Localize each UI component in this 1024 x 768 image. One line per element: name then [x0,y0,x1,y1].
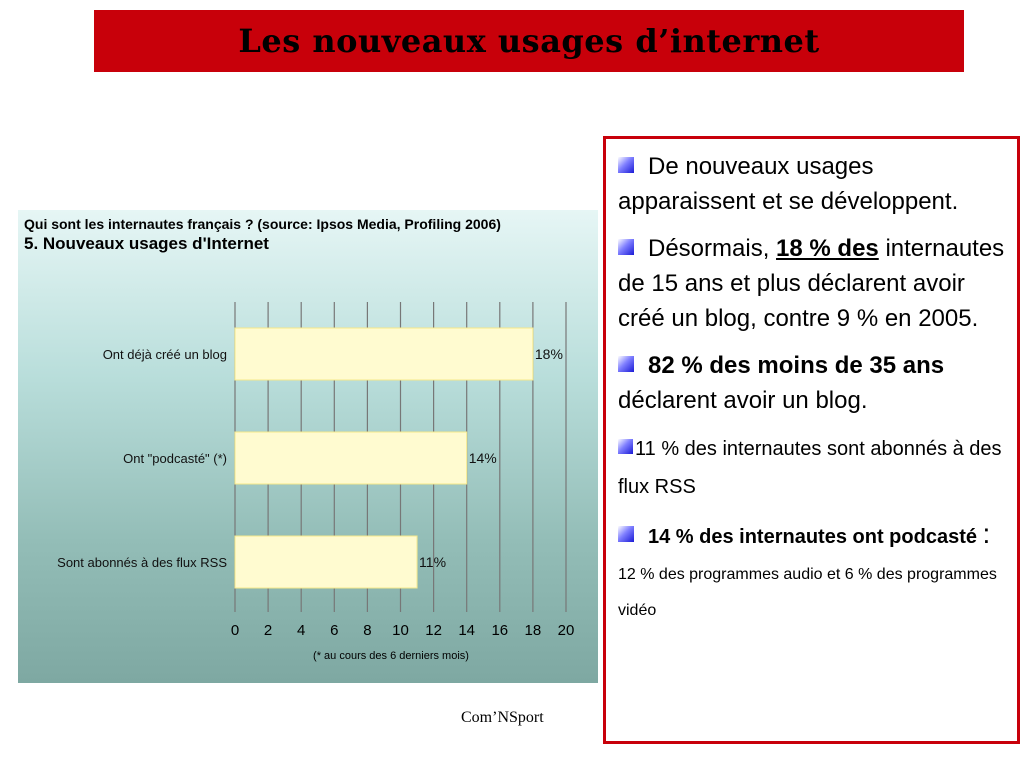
credit-text: Com’NSport [461,709,544,726]
square-bullet-icon [618,356,634,372]
bar-value-label: 11% [419,554,446,570]
chart-subtitle: 5. Nouveaux usages d'Internet [24,234,269,253]
bar [234,535,418,589]
x-tick-label: 0 [231,622,239,639]
category-label: Ont "podcasté" (*) [123,451,227,466]
x-tick-label: 20 [558,622,575,639]
bar [234,431,468,485]
x-tick-label: 4 [297,622,305,639]
bar-chart-panel: Qui sont les internautes français ? (sou… [18,210,598,683]
bar-chart: Qui sont les internautes français ? (sou… [24,216,575,662]
square-bullet-icon [618,239,634,255]
bullet-item-1: De nouveaux usages apparaissent et se dé… [618,153,959,215]
x-tick-label: 18 [525,622,542,639]
chart-footnote: (* au cours des 6 derniers mois) [313,650,469,662]
bullet-item-4: 11 % des internautes sont abonnés à des … [618,438,1002,498]
bar-value-label: 14% [469,450,497,466]
bar [234,327,534,381]
x-tick-label: 14 [458,622,475,639]
bullet-item-5: 14 % des internautes ont podcasté : 12 %… [618,518,997,619]
x-tick-label: 2 [264,622,272,639]
x-tick-label: 8 [363,622,371,639]
title-banner: Les nouveaux usages d’internet [94,10,964,72]
slide-title: Les nouveaux usages d’internet [238,22,820,60]
chart-title: Qui sont les internautes français ? (sou… [24,216,501,232]
chart-x-ticks: 0 2 4 6 8 10 12 14 16 18 20 [231,622,575,639]
category-label: Sont abonnés à des flux RSS [57,555,227,570]
bullet-text-box: De nouveaux usages apparaissent et se dé… [603,136,1020,744]
x-tick-label: 6 [330,622,338,639]
category-label: Ont déjà créé un blog [103,347,227,362]
square-bullet-icon [618,526,634,542]
bar-value-label: 18% [535,346,563,362]
x-tick-label: 10 [392,622,409,639]
square-bullet-icon [618,157,634,173]
bullet-item-2: Désormais, 18 % des internautes de 15 an… [618,235,1005,332]
square-bullet-icon [618,439,633,454]
chart-bars: Ont déjà créé un blog 18% Ont "podcasté" (… [57,327,563,589]
x-tick-label: 16 [491,622,508,639]
x-tick-label: 12 [425,622,442,639]
highlight-18-percent: 18 % des [776,235,879,262]
bullet-item-3: 82 % des moins de 35 ans déclarent avoir… [618,352,945,414]
